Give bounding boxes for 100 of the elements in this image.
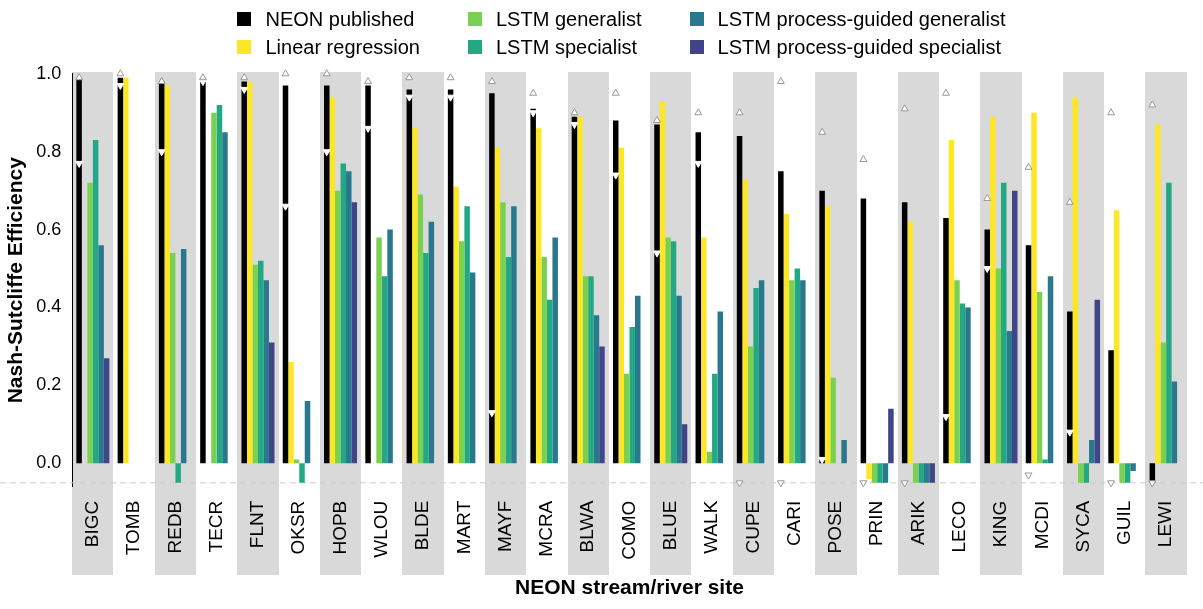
bar xyxy=(989,116,996,464)
bar xyxy=(995,268,1001,464)
bar xyxy=(428,221,435,464)
bar xyxy=(381,276,388,464)
x-tick-label: SYCA xyxy=(1071,500,1093,553)
point xyxy=(1148,480,1157,488)
bar xyxy=(800,280,806,464)
bar xyxy=(778,171,784,464)
bar xyxy=(123,77,129,464)
bar xyxy=(918,463,924,483)
point xyxy=(405,73,414,81)
bar xyxy=(1006,330,1012,464)
bar xyxy=(241,81,247,464)
x-tick-label: MCDI xyxy=(1030,500,1052,550)
bar xyxy=(535,128,542,464)
y-tick-label: 0.8 xyxy=(36,140,62,161)
bar xyxy=(629,326,635,464)
point xyxy=(983,266,992,274)
bar xyxy=(783,214,790,464)
point xyxy=(116,69,125,77)
point xyxy=(776,480,785,488)
bar xyxy=(365,85,371,464)
x-tick-label: MCRA xyxy=(535,500,557,557)
y-tick-label: 0.2 xyxy=(36,374,62,395)
bar xyxy=(304,401,311,464)
point xyxy=(1024,472,1033,480)
bar xyxy=(1089,439,1095,464)
bar xyxy=(599,346,605,464)
bar xyxy=(665,237,671,464)
point xyxy=(653,116,661,124)
bar xyxy=(1113,210,1120,464)
bar xyxy=(582,276,589,464)
bar xyxy=(701,237,707,464)
y-axis-title: Nash-Sutcliffe Efficiency xyxy=(3,156,27,404)
point xyxy=(983,193,992,201)
bar xyxy=(76,77,82,464)
bar xyxy=(912,463,919,483)
x-tick-label: MART xyxy=(452,500,474,555)
bar xyxy=(1094,299,1101,464)
legend-label: LSTM process-guided specialist xyxy=(717,35,1002,59)
bar xyxy=(588,276,594,464)
bar xyxy=(511,206,517,464)
bar xyxy=(530,108,536,464)
x-tick-label: CARI xyxy=(782,500,804,547)
point xyxy=(611,172,620,180)
x-tick-label: LEWI xyxy=(1154,500,1176,548)
point xyxy=(75,160,84,168)
x-tick-label: BLWA xyxy=(576,500,598,553)
bar xyxy=(211,112,217,464)
bar xyxy=(263,280,269,464)
bar xyxy=(453,186,459,464)
bar xyxy=(222,132,228,464)
x-tick-label: COMO xyxy=(617,500,639,560)
point xyxy=(446,94,455,102)
bar xyxy=(841,439,847,464)
bar xyxy=(824,206,831,464)
point xyxy=(776,77,785,85)
point xyxy=(116,82,125,90)
bar xyxy=(288,362,294,464)
point xyxy=(653,250,661,258)
x-tick-label: KING xyxy=(989,500,1011,548)
point xyxy=(75,73,84,81)
bar xyxy=(216,104,223,464)
bar xyxy=(1108,350,1114,464)
bar xyxy=(87,182,93,464)
point xyxy=(735,480,744,488)
x-tick-label: LECO xyxy=(947,500,969,553)
point xyxy=(446,73,455,81)
bar xyxy=(387,229,393,464)
bar xyxy=(324,85,330,464)
bar xyxy=(335,190,341,464)
bar xyxy=(92,140,99,464)
point xyxy=(1148,100,1157,108)
x-axis-title: NEON stream/river site xyxy=(515,575,744,599)
x-tick-label: MAYF xyxy=(493,500,515,553)
y-tick-label: 0.4 xyxy=(36,296,62,317)
bar xyxy=(268,342,275,464)
x-tick-label: REDB xyxy=(163,500,185,554)
point xyxy=(941,88,950,96)
bar xyxy=(1124,463,1131,483)
bar xyxy=(830,377,836,464)
bar xyxy=(246,81,253,464)
bar xyxy=(1072,97,1079,464)
bar xyxy=(282,85,289,464)
bar xyxy=(676,295,682,464)
bar xyxy=(1000,182,1007,464)
bar xyxy=(681,424,688,464)
x-tick-label: TECR xyxy=(204,500,226,553)
bar xyxy=(871,463,878,483)
bar xyxy=(103,358,110,464)
point xyxy=(818,456,827,464)
point xyxy=(405,94,414,102)
bar xyxy=(866,463,872,479)
bar xyxy=(98,245,104,464)
point xyxy=(281,203,290,211)
bar xyxy=(789,280,795,464)
x-tick-label: BLUE xyxy=(659,500,680,551)
bar xyxy=(1160,342,1167,464)
point xyxy=(694,108,703,116)
bar xyxy=(1012,190,1018,464)
